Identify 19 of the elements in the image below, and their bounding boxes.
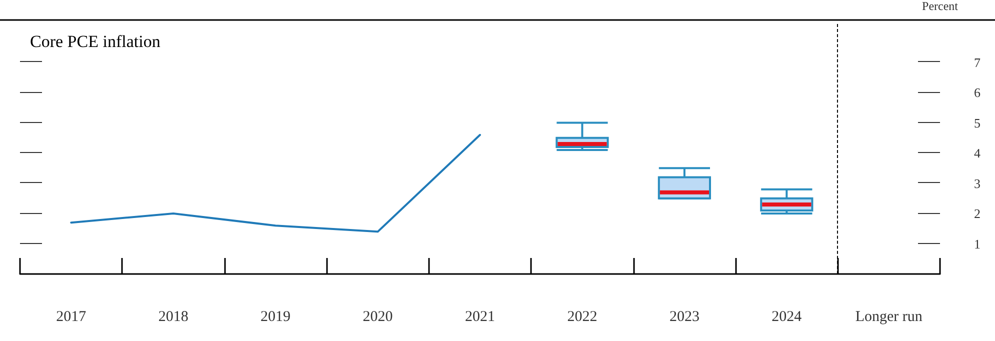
y-tick-label: 5 [974, 115, 980, 130]
x-tick-label: Longer run [855, 309, 923, 325]
x-tick-label: 2017 [56, 309, 87, 325]
y-tick-label: 2 [974, 206, 980, 222]
y-tick-label: 6 [974, 85, 981, 100]
line-series [70, 134, 481, 233]
x-tick-label: 2018 [158, 309, 188, 325]
y-tick-label: 1 [974, 236, 980, 252]
x-tick-label: 2024 [772, 309, 802, 325]
x-tick-label: 2019 [260, 309, 291, 325]
x-tick-label: 2022 [567, 309, 598, 325]
y-tick-label: 7 [974, 54, 981, 70]
y-axis-title: Percent [922, 0, 959, 13]
x-tick-label: 2020 [362, 309, 393, 325]
x-tick-label: 2023 [669, 309, 700, 325]
y-tick-label: 4 [974, 146, 981, 161]
y-tick-label: 3 [974, 176, 980, 191]
text: Core PCE inflation [30, 32, 161, 51]
x-tick-label: 2021 [465, 309, 495, 325]
